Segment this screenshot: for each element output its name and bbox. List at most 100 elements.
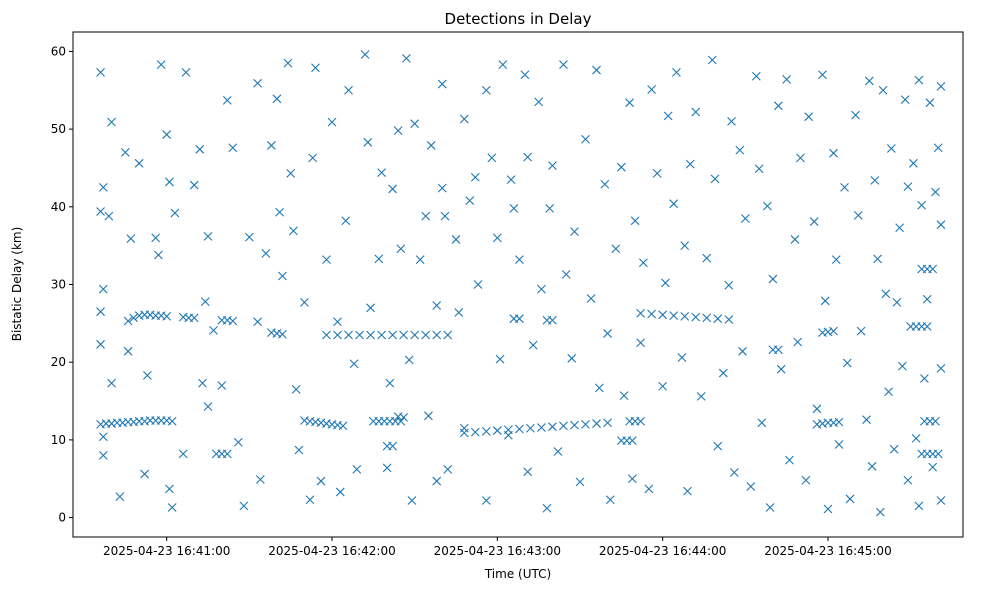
data-point	[294, 445, 304, 455]
data-point	[388, 441, 398, 451]
data-point	[492, 233, 502, 243]
data-point	[922, 294, 932, 304]
data-point	[603, 418, 612, 428]
data-point	[96, 339, 105, 349]
data-point	[870, 176, 880, 185]
data-point	[790, 235, 800, 244]
data-point	[322, 330, 331, 340]
data-point	[796, 153, 805, 163]
data-point	[228, 143, 238, 153]
data-point	[311, 63, 320, 73]
data-point	[523, 152, 533, 162]
data-point	[936, 496, 946, 505]
data-point	[399, 330, 409, 340]
data-point	[481, 426, 491, 436]
data-point	[222, 95, 232, 105]
data-point	[96, 307, 105, 317]
data-point	[773, 345, 783, 355]
data-point	[776, 364, 786, 374]
data-point	[344, 330, 353, 340]
data-point	[495, 354, 505, 364]
data-point	[625, 98, 634, 108]
data-point	[410, 119, 420, 129]
data-point	[762, 201, 772, 211]
y-tick-label: 60	[51, 44, 66, 58]
data-point	[104, 211, 114, 221]
data-point	[424, 411, 433, 421]
data-point	[680, 241, 690, 251]
data-point	[920, 374, 929, 383]
y-tick-label: 30	[51, 278, 66, 292]
y-axis-label: Bistatic Delay (km)	[10, 227, 24, 342]
data-point	[481, 496, 491, 505]
data-point	[189, 180, 199, 190]
data-point	[831, 255, 841, 265]
data-point	[421, 211, 431, 221]
data-point	[710, 174, 720, 184]
data-point	[707, 55, 717, 65]
data-point	[829, 326, 838, 336]
data-point	[900, 95, 910, 104]
data-point	[851, 110, 860, 120]
data-point	[437, 79, 447, 89]
data-point	[415, 255, 425, 265]
data-point	[677, 353, 687, 362]
data-point	[537, 284, 546, 294]
data-point	[115, 492, 125, 501]
data-point	[98, 182, 108, 192]
data-point	[914, 501, 924, 511]
data-point	[875, 507, 885, 517]
data-point	[278, 271, 287, 281]
data-point	[702, 313, 712, 323]
data-point	[751, 71, 761, 81]
data-point	[644, 484, 654, 494]
chart-title: Detections in Delay	[445, 10, 592, 28]
data-point	[98, 451, 108, 460]
data-point	[129, 313, 139, 323]
data-point	[636, 416, 646, 426]
data-point	[506, 175, 516, 185]
data-point	[638, 258, 648, 268]
data-point	[465, 196, 475, 205]
data-point	[481, 85, 491, 95]
data-point	[239, 501, 249, 511]
data-point	[355, 330, 364, 340]
data-point	[768, 274, 778, 284]
data-point	[906, 322, 916, 331]
data-point	[713, 441, 723, 451]
data-point	[470, 427, 480, 437]
data-point	[658, 381, 668, 391]
x-axis-label: Time (UTC)	[484, 567, 551, 581]
data-point	[856, 326, 866, 336]
data-point	[487, 153, 497, 163]
data-point	[523, 467, 533, 477]
data-point	[925, 98, 935, 108]
data-point	[492, 426, 502, 435]
data-point	[889, 444, 899, 454]
data-point	[98, 284, 108, 294]
data-point	[377, 330, 386, 340]
data-point	[404, 355, 414, 365]
data-point	[892, 297, 902, 307]
data-point	[886, 144, 896, 153]
data-point	[528, 340, 538, 350]
data-point	[680, 311, 690, 321]
data-point	[696, 391, 706, 401]
data-point	[473, 280, 483, 289]
data-point	[388, 330, 398, 340]
data-point	[181, 68, 191, 77]
data-point	[567, 353, 577, 363]
data-point	[459, 428, 469, 438]
data-point	[702, 253, 712, 263]
data-point	[396, 416, 406, 426]
y-tick-label: 20	[51, 355, 66, 369]
data-point	[421, 330, 431, 340]
data-point	[685, 159, 695, 169]
data-point	[669, 311, 679, 320]
data-point	[222, 449, 232, 459]
data-point	[140, 469, 150, 479]
data-point	[333, 330, 342, 340]
data-point	[272, 94, 282, 104]
data-point	[327, 117, 337, 127]
data-point	[570, 227, 579, 237]
